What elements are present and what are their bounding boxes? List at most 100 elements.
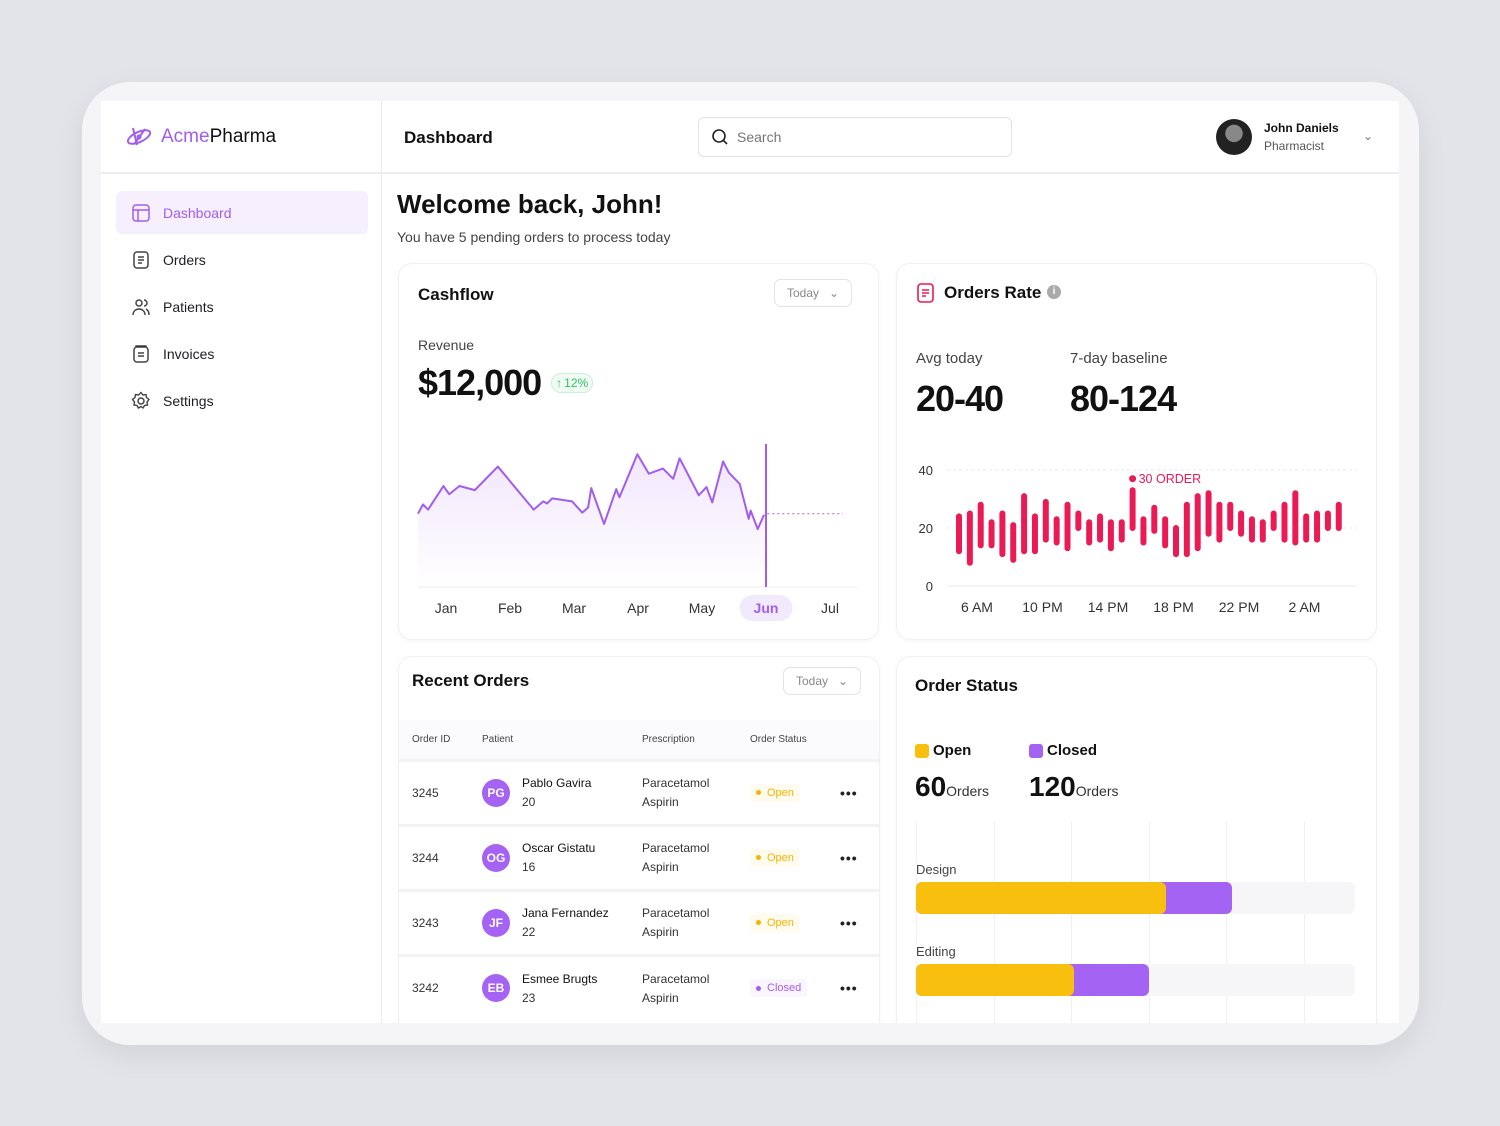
revenue-label: Revenue xyxy=(418,337,475,353)
x-tick-jun[interactable]: Jun xyxy=(739,595,793,621)
invoice-icon xyxy=(133,344,149,363)
layout-icon xyxy=(132,203,150,222)
revenue-value: $12,000 xyxy=(418,362,542,403)
status-label: Open xyxy=(767,786,794,799)
column-header: Order Status xyxy=(750,720,840,760)
period-label: Today xyxy=(796,674,829,688)
info-icon[interactable]: i xyxy=(1047,285,1061,299)
x-tick-label: 6 AM xyxy=(961,599,993,615)
closed-unit: Orders xyxy=(1075,783,1119,799)
sidebar-item-label: Invoices xyxy=(163,345,215,362)
orders-rate-title: Orders Rate xyxy=(944,283,1042,302)
x-tick-apr[interactable]: Apr xyxy=(627,600,649,616)
open-swatch xyxy=(915,743,929,758)
table-row[interactable]: 3243 JF Jana Fernandez 22 Paracetamol Aspir… xyxy=(399,888,879,955)
brand-pharma: Pharma xyxy=(209,126,277,147)
change-value: 12% xyxy=(564,376,589,390)
cashflow-period-dropdown[interactable]: Today ⌄ xyxy=(774,279,853,307)
brand-acme: Acme xyxy=(161,126,210,147)
app-window: AcmePharma Dashboard Orders Patients Invoic… xyxy=(101,101,1399,1023)
sidebar-item-invoices[interactable]: Invoices xyxy=(116,332,368,375)
open-count: 60 xyxy=(915,771,947,802)
sidebar-nav: Dashboard Orders Patients Invoices Settings xyxy=(116,191,368,426)
bar-open[interactable] xyxy=(916,964,1075,996)
orders-table: Order ID Patient Prescription Order Status … xyxy=(399,720,879,1020)
orders-rate-card: Orders Rate i Avg today 20-40 7-day base… xyxy=(896,263,1377,640)
sidebar-item-label: Orders xyxy=(163,251,206,268)
gear-icon xyxy=(131,390,150,409)
table-row[interactable]: 3242 EB Esmee Brugts 23 Paracetamol Aspirin… xyxy=(399,953,879,1020)
order-id: 3245 xyxy=(399,758,482,825)
open-unit: Orders xyxy=(946,783,989,799)
patient-age: 20 xyxy=(522,795,536,809)
user-menu[interactable]: John Daniels Pharmacist xyxy=(1216,119,1339,155)
period-label: Today xyxy=(787,286,820,300)
chevron-down-icon: ⌄ xyxy=(829,286,840,300)
user-role: Pharmacist xyxy=(1264,139,1325,153)
y-tick-label: 20 xyxy=(919,521,933,536)
avatar xyxy=(1216,119,1252,155)
annotation-dot xyxy=(1129,475,1137,483)
x-tick-label: 10 PM xyxy=(1022,599,1062,615)
table-row[interactable]: 3245 PG Pablo Gavira 20 Paracetamol Aspirin… xyxy=(399,758,879,825)
order-id: 3243 xyxy=(399,888,482,955)
page-title: Dashboard xyxy=(404,128,493,147)
logo-icon xyxy=(126,127,152,146)
more-options-icon[interactable]: ••• xyxy=(840,914,858,931)
prescription-2: Aspirin xyxy=(642,860,679,874)
sidebar-item-dashboard[interactable]: Dashboard xyxy=(116,191,368,234)
header-divider xyxy=(101,172,1399,174)
baseline-label: 7-day baseline xyxy=(1070,350,1168,367)
annotation-label: 30 ORDER xyxy=(1139,472,1202,486)
bar-open[interactable] xyxy=(916,882,1167,914)
prescription-2: Aspirin xyxy=(642,990,679,1005)
y-tick-label: 0 xyxy=(926,579,933,594)
closed-swatch xyxy=(1029,743,1043,758)
patient-avatar: EB xyxy=(482,974,510,1003)
more-options-icon[interactable]: ••• xyxy=(840,849,858,866)
x-tick-label: 18 PM xyxy=(1153,599,1193,615)
x-tick-mar[interactable]: Mar xyxy=(561,600,587,616)
document-icon xyxy=(133,250,149,269)
prescription-2: Aspirin xyxy=(642,795,679,809)
user-name: John Daniels xyxy=(1264,121,1339,135)
logo[interactable]: AcmePharma xyxy=(125,125,276,149)
table-row[interactable]: 3244 OG Oscar Gistatu 16 Paracetamol Aspiri… xyxy=(399,823,879,890)
x-tick-feb[interactable]: Feb xyxy=(497,600,523,616)
sidebar-item-orders[interactable]: Orders xyxy=(116,238,368,281)
x-tick-jan[interactable]: Jan xyxy=(434,600,458,616)
prescription-1: Paracetamol xyxy=(642,841,710,855)
baseline-value: 80-124 xyxy=(1070,378,1177,419)
column-header: Patient xyxy=(482,720,642,760)
sidebar-item-settings[interactable]: Settings xyxy=(116,379,368,422)
x-tick-jul[interactable]: Jul xyxy=(821,600,839,616)
patient-name: Jana Fernandez xyxy=(522,906,609,920)
status-badge: Open xyxy=(750,848,800,867)
recent-orders-card: Recent Orders Today ⌄ Order ID Patient Pres… xyxy=(398,656,880,1023)
chevron-down-icon[interactable]: ⌄ xyxy=(1363,129,1374,143)
search-input[interactable] xyxy=(737,129,987,145)
status-badge: Open xyxy=(750,783,800,802)
column-header: Order ID xyxy=(399,720,482,760)
more-options-icon[interactable]: ••• xyxy=(840,980,858,997)
gridline xyxy=(1303,822,1305,1023)
orders-period-dropdown[interactable]: Today ⌄ xyxy=(783,667,862,695)
status-badge: Closed xyxy=(750,979,808,998)
legend-closed: Closed xyxy=(1029,742,1097,759)
arrow-up-icon: ↑ xyxy=(556,376,563,390)
cashflow-card: Cashflow Today ⌄ Revenue $12,000 ↑ 12% Jan… xyxy=(398,263,879,640)
sidebar-item-patients[interactable]: Patients xyxy=(116,285,368,328)
welcome-subtitle: You have 5 pending orders to process tod… xyxy=(397,229,671,245)
closed-count: 120 xyxy=(1029,771,1076,802)
prescription-1: Paracetamol xyxy=(642,776,710,790)
patient-avatar: OG xyxy=(482,843,510,872)
gridline xyxy=(1226,822,1227,1023)
x-tick-may[interactable]: May xyxy=(688,600,716,616)
gridline xyxy=(1071,822,1072,1023)
cashflow-x-axis: Jan Feb Mar Apr May Jun Jul xyxy=(399,595,879,621)
cashflow-area xyxy=(418,454,765,587)
x-tick-label: 14 PM xyxy=(1088,599,1128,615)
more-options-icon[interactable]: ••• xyxy=(840,784,858,801)
search-box[interactable] xyxy=(698,117,1012,157)
category-label: Design xyxy=(916,862,957,877)
